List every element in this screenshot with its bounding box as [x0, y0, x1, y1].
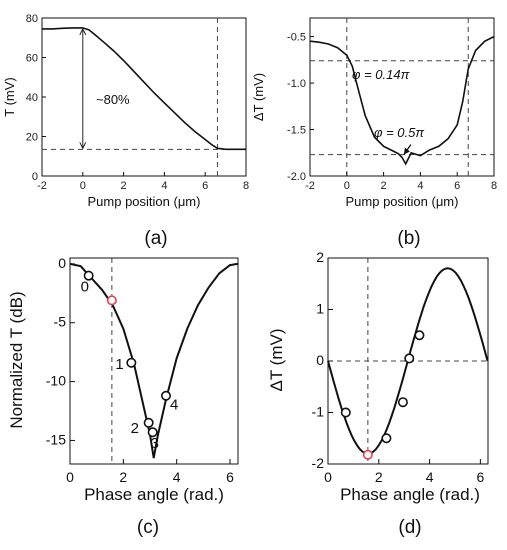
- panel-a-frame: [41, 17, 247, 177]
- panel-d-xtick-label: 6: [476, 469, 484, 485]
- panel-a-ytick-label: 80: [26, 13, 38, 25]
- panel-b-ylabel: ΔT (mV): [251, 73, 266, 121]
- panel-d-ytick-label: 0: [316, 352, 324, 368]
- panel-c-frame: [69, 257, 239, 465]
- panel-c-point: [161, 390, 172, 401]
- panel-b-curve: [309, 35, 495, 166]
- panel-d-ytick-label: 1: [316, 301, 324, 317]
- panel-a-xtick-label: 6: [202, 180, 208, 192]
- panel-d-point: [397, 397, 408, 408]
- panel-c-xtick-label: 0: [66, 469, 74, 485]
- panel-c-point-label: 1: [115, 356, 123, 373]
- panel-c-xtick-label: 4: [173, 469, 181, 485]
- panel-b-annotation-1: φ = 0.14π: [352, 67, 410, 82]
- panel-b-arrow-head: [403, 147, 410, 155]
- panel-d-ytick-label: -2: [312, 455, 325, 471]
- panel-b: -2 0 2 4 6 8 -0.5 -1.0 -1.5 -2.0 ΔT (mV) Pump pos…: [251, 17, 497, 249]
- panel-a-ytick-label: 20: [26, 132, 38, 144]
- panel-c-point: [83, 270, 94, 281]
- panel-d-point: [414, 330, 425, 341]
- panel-d-label: (d): [398, 517, 421, 538]
- panel-b-xtick-label: 0: [344, 180, 350, 192]
- panel-d-point: [404, 353, 415, 364]
- panel-a-xlabel: Pump position (μm): [88, 194, 201, 209]
- panel-b-xtick-label: 8: [491, 180, 497, 192]
- panel-b-ytick-label: -1.5: [287, 125, 306, 137]
- panel-a-arrow-head-bottom: [79, 142, 87, 150]
- panel-a-xtick-label: 2: [121, 180, 127, 192]
- panel-d: 0 2 4 6 2 1 0 -1 -2 ΔT (mV) Phase angle (rad.) (…: [267, 249, 489, 538]
- panel-a-xtick-label: -2: [37, 180, 47, 192]
- panel-b-frame: [309, 17, 495, 177]
- panel-a-ytick-label: 0: [32, 171, 38, 183]
- panel-c-point: [143, 417, 154, 428]
- panel-a-curve: [42, 27, 246, 151]
- panel-d-ytick-label: -1: [312, 404, 325, 420]
- panel-b-xlabel: Pump position (μm): [346, 194, 459, 209]
- panel-c-xtick-label: 6: [226, 469, 234, 485]
- panel-c-label: (c): [137, 517, 159, 538]
- panel-a-xtick-label: 0: [80, 180, 86, 192]
- panel-b-arrow: [403, 144, 412, 155]
- panel-b-label: (b): [397, 228, 420, 249]
- panel-a-annotation: ~80%: [96, 92, 130, 107]
- panel-d-ytick-label: 2: [316, 249, 324, 265]
- panel-d-ylabel: ΔT (mV): [267, 329, 286, 392]
- panel-d-point: [340, 407, 351, 418]
- panel-c-ytick-label: -10: [46, 373, 66, 389]
- panel-c-ytick-label: -5: [54, 314, 67, 330]
- panel-d-xtick-label: 4: [426, 469, 434, 485]
- panel-c-xlabel: Phase angle (rad.): [84, 485, 224, 504]
- panel-b-xtick-label: 6: [454, 180, 460, 192]
- panel-c-point-label: 0: [81, 279, 89, 296]
- panel-d-point: [381, 433, 392, 444]
- panel-a-ytick-label: 60: [26, 53, 38, 65]
- panel-b-ytick-label: -1.0: [287, 78, 306, 90]
- panel-c-ytick-label: -15: [46, 431, 66, 447]
- panel-c-point-label: 3: [151, 435, 159, 452]
- panel-d-xtick-label: 2: [375, 469, 383, 485]
- panel-c-xtick-label: 2: [119, 469, 127, 485]
- panel-c-point: [147, 427, 158, 438]
- panel-b-ytick-label: -0.5: [287, 32, 306, 44]
- panel-b-annotation-2: φ = 0.5π: [374, 125, 424, 140]
- panel-d-highlight-point: [362, 449, 373, 460]
- panel-b-xtick-label: -2: [305, 180, 315, 192]
- panel-d-xtick-label: 0: [324, 469, 332, 485]
- panel-c-ytick-label: 0: [58, 255, 66, 271]
- panel-a-arrow: [79, 27, 87, 150]
- panel-a-xtick-label: 4: [161, 180, 167, 192]
- panel-b-xtick-label: 4: [417, 180, 423, 192]
- panel-c-curve: [69, 262, 238, 459]
- panel-b-xtick-label: 2: [381, 180, 387, 192]
- panel-c-point: [126, 357, 137, 368]
- panel-d-xlabel: Phase angle (rad.): [340, 485, 480, 504]
- panel-b-ytick-label: -2.0: [287, 171, 306, 183]
- panel-c-ylabel: Normalized T (dB): [7, 291, 26, 428]
- panel-c-point-label: 2: [131, 420, 139, 437]
- panel-a-arrow-head-top: [79, 27, 87, 36]
- panel-c-highlight-point: [106, 295, 117, 306]
- panel-a-label: (a): [144, 228, 167, 249]
- panel-a-xtick-label: 8: [243, 180, 249, 192]
- panel-a-ytick-label: 40: [26, 92, 38, 104]
- panel-c-point-label: 4: [170, 397, 178, 414]
- panel-a-ylabel: T (mV): [2, 77, 17, 116]
